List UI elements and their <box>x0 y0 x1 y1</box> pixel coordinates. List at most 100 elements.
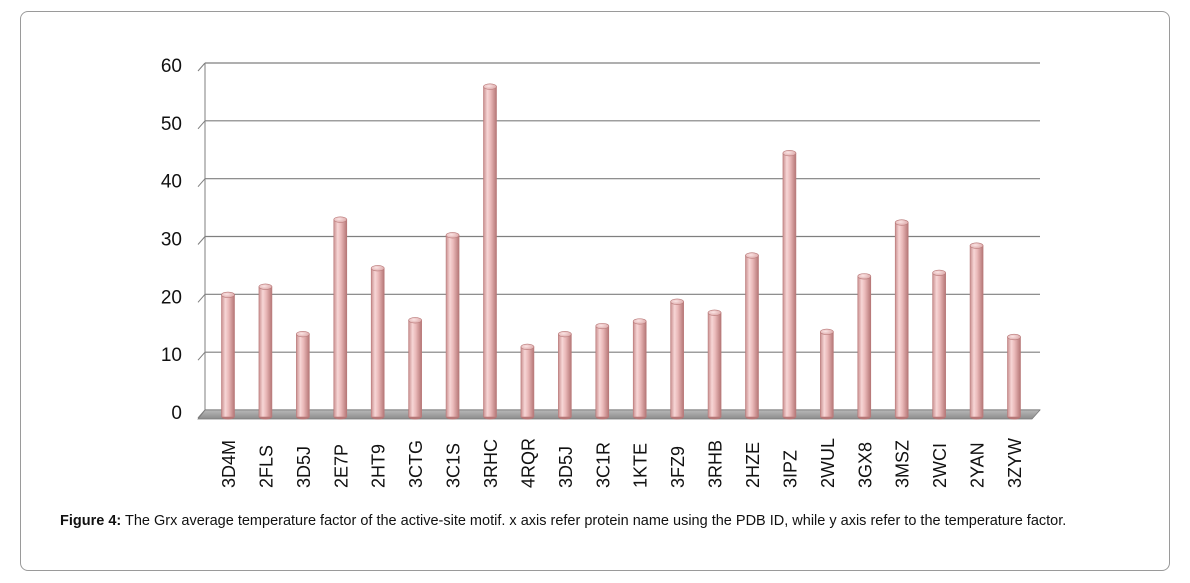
bar-cap <box>894 219 909 226</box>
x-tick-label: 3FZ9 <box>668 446 688 488</box>
bar <box>445 232 460 420</box>
x-tick-label: 3D4M <box>219 440 239 488</box>
bar-body <box>1007 336 1021 418</box>
bar-cap <box>820 328 834 335</box>
x-tick-label: 2WUL <box>818 438 838 488</box>
floor-plane <box>197 409 1041 420</box>
x-tick-label: 2HT9 <box>369 444 389 488</box>
bar-body <box>894 222 909 418</box>
x-tick-label: 3GX8 <box>855 442 875 488</box>
gridlines <box>197 62 1040 419</box>
y-tick-label: 10 <box>161 345 182 366</box>
figure-caption: Figure 4: The Grx average temperature fa… <box>60 513 1150 529</box>
bar-body <box>745 255 759 418</box>
x-tick-label: 2FLS <box>256 445 276 488</box>
x-tick-label: 3C1R <box>593 442 613 488</box>
x-tick-label: 3D5J <box>556 446 576 488</box>
bar-body <box>932 272 946 418</box>
bar-cap <box>483 83 497 90</box>
bar-body <box>969 245 984 418</box>
gridline-depth <box>197 351 206 361</box>
bar-body <box>333 219 348 418</box>
bar-body <box>707 312 722 418</box>
y-axis-ticks: 0 10 20 30 40 50 60 <box>161 56 182 424</box>
gridline-depth <box>197 62 206 72</box>
gridline-depth <box>197 236 206 245</box>
bar <box>483 83 497 420</box>
gridline-depth <box>197 120 206 130</box>
bar-body <box>820 331 834 418</box>
bar-body <box>857 276 872 418</box>
bar <box>782 150 797 420</box>
x-tick-label: 3RHC <box>481 439 501 488</box>
bar-cap <box>932 269 946 276</box>
bar-body <box>483 86 497 418</box>
bar-cap <box>258 283 273 290</box>
bar-body <box>520 346 535 418</box>
bar <box>408 317 422 420</box>
x-tick-label: 3RHB <box>706 440 726 488</box>
x-tick-label: 4RQR <box>518 438 538 488</box>
x-tick-label: 2WCI <box>930 443 950 488</box>
bar <box>707 309 722 420</box>
bar-body <box>558 333 572 418</box>
bar <box>333 216 348 420</box>
bar <box>520 343 535 420</box>
bar-cap <box>221 291 235 298</box>
bar-body <box>296 333 310 418</box>
gridline-depth <box>197 294 206 303</box>
x-axis-ticks: 3D4M 2FLS 3D5J 2E7P 2HT9 3CTG 3C1S 3RHC 4RQR 3D5J… <box>219 438 1025 488</box>
bar <box>894 219 909 420</box>
x-tick-label: 3C1S <box>444 443 464 488</box>
bar <box>595 322 610 420</box>
bar-cap <box>857 273 872 280</box>
bar <box>296 331 310 420</box>
y-tick-label: 20 <box>161 287 182 308</box>
x-tick-label: 3MSZ <box>893 440 913 488</box>
bar <box>820 328 834 420</box>
bar-cap <box>595 322 610 330</box>
y-tick-label: 30 <box>161 230 182 251</box>
bar <box>258 283 273 420</box>
caption-label: Figure 4: <box>60 513 122 529</box>
x-tick-label: 2YAN <box>968 442 988 488</box>
y-tick-label: 50 <box>161 114 182 135</box>
bar-cap <box>370 265 385 272</box>
y-tick-label: 60 <box>161 56 182 77</box>
bar-cap <box>333 216 348 223</box>
bar <box>1007 333 1021 420</box>
bar-cap <box>969 242 984 249</box>
x-tick-label: 2HZE <box>743 442 763 488</box>
bar-cap <box>558 331 572 338</box>
bar-body <box>670 301 684 418</box>
bar <box>932 269 946 420</box>
caption-text: The Grx average temperature factor of th… <box>121 513 1067 529</box>
gridline-depth <box>197 178 206 187</box>
bar-cap <box>408 317 422 324</box>
bar-body <box>782 152 797 418</box>
x-tick-label: 3ZYW <box>1005 438 1025 488</box>
bar <box>745 252 759 420</box>
y-tick-label: 0 <box>171 403 182 424</box>
x-tick-label: 1KTE <box>631 443 651 488</box>
bar <box>221 291 235 420</box>
bar-body <box>258 286 273 418</box>
bar-cap <box>1007 333 1021 341</box>
bar-cap <box>632 318 647 325</box>
x-tick-label: 2E7P <box>331 444 351 488</box>
bar <box>857 273 872 420</box>
bar <box>670 298 684 420</box>
bar-cap <box>520 343 535 350</box>
x-tick-label: 3D5J <box>294 446 314 488</box>
bar-body <box>595 325 610 418</box>
chart-floor <box>197 409 1041 420</box>
bar-cap <box>782 150 797 157</box>
bar <box>969 242 984 420</box>
bar <box>558 331 572 420</box>
bar-body <box>370 267 385 418</box>
bar-cap <box>670 298 684 305</box>
bar-cap <box>745 252 759 259</box>
x-tick-label: 3IPZ <box>780 450 800 488</box>
bar-body <box>221 294 235 418</box>
